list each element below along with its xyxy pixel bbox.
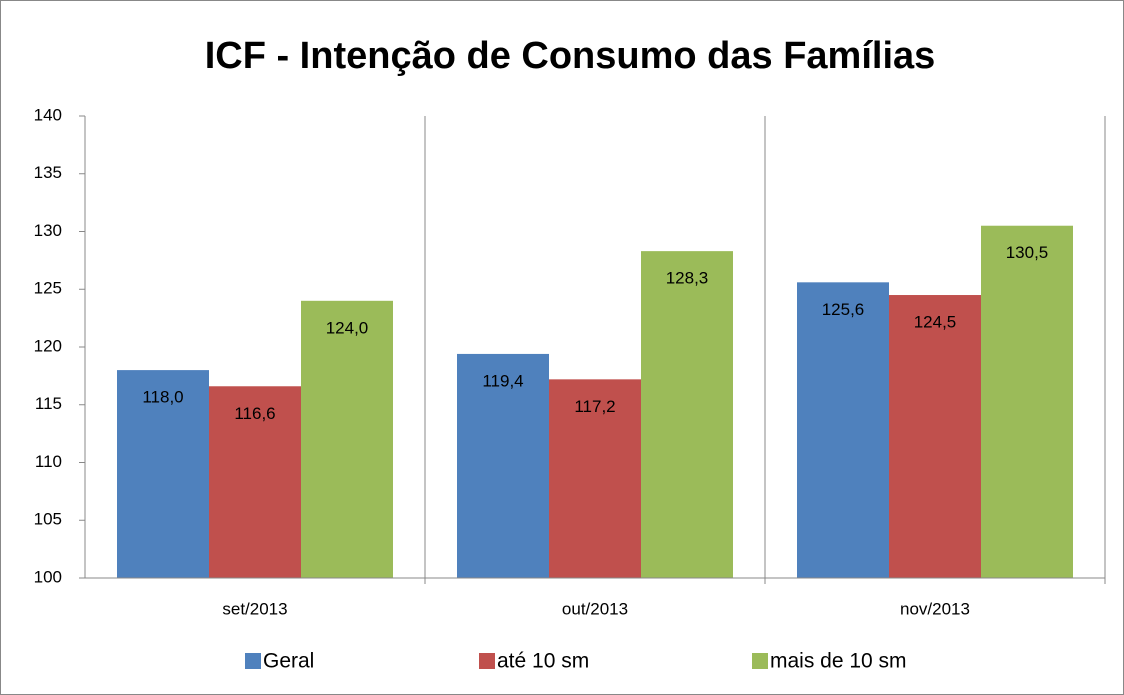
data-label: 128,3: [666, 269, 709, 288]
bar: [209, 386, 301, 578]
data-label: 130,5: [1006, 243, 1049, 262]
legend-swatch: [245, 653, 261, 669]
legend-label: Geral: [263, 650, 314, 673]
bar: [457, 353, 549, 578]
y-tick-label: 125: [34, 279, 62, 298]
y-tick-label: 140: [34, 105, 62, 124]
legend-swatch: [752, 653, 768, 669]
data-label: 125,6: [822, 300, 865, 319]
legend-label: mais de 10 sm: [770, 650, 907, 673]
bar: [981, 225, 1073, 578]
y-tick-label: 115: [35, 394, 62, 413]
bar: [117, 370, 209, 578]
bar: [797, 282, 889, 578]
bar: [549, 379, 641, 578]
x-tick-label: nov/2013: [900, 599, 970, 618]
legend-label: até 10 sm: [497, 650, 589, 673]
data-label: 118,0: [142, 388, 183, 407]
data-label: 116,6: [234, 404, 275, 423]
x-tick-label: out/2013: [562, 599, 628, 618]
y-tick-label: 135: [34, 163, 62, 182]
y-tick-label: 100: [34, 567, 62, 586]
bar: [889, 295, 981, 578]
data-label: 124,5: [914, 313, 957, 332]
chart-title: ICF - Intenção de Consumo das Famílias: [205, 35, 936, 77]
y-tick-label: 110: [35, 452, 62, 471]
bar: [301, 300, 393, 578]
bar: [641, 251, 733, 578]
legend-swatch: [479, 653, 495, 669]
data-label: 124,0: [326, 318, 369, 337]
data-label: 117,2: [574, 397, 615, 416]
x-tick-label: set/2013: [222, 599, 287, 618]
y-tick-label: 130: [34, 221, 62, 240]
y-tick-label: 105: [34, 510, 62, 529]
y-tick-label: 120: [34, 336, 62, 355]
data-label: 119,4: [482, 371, 523, 390]
